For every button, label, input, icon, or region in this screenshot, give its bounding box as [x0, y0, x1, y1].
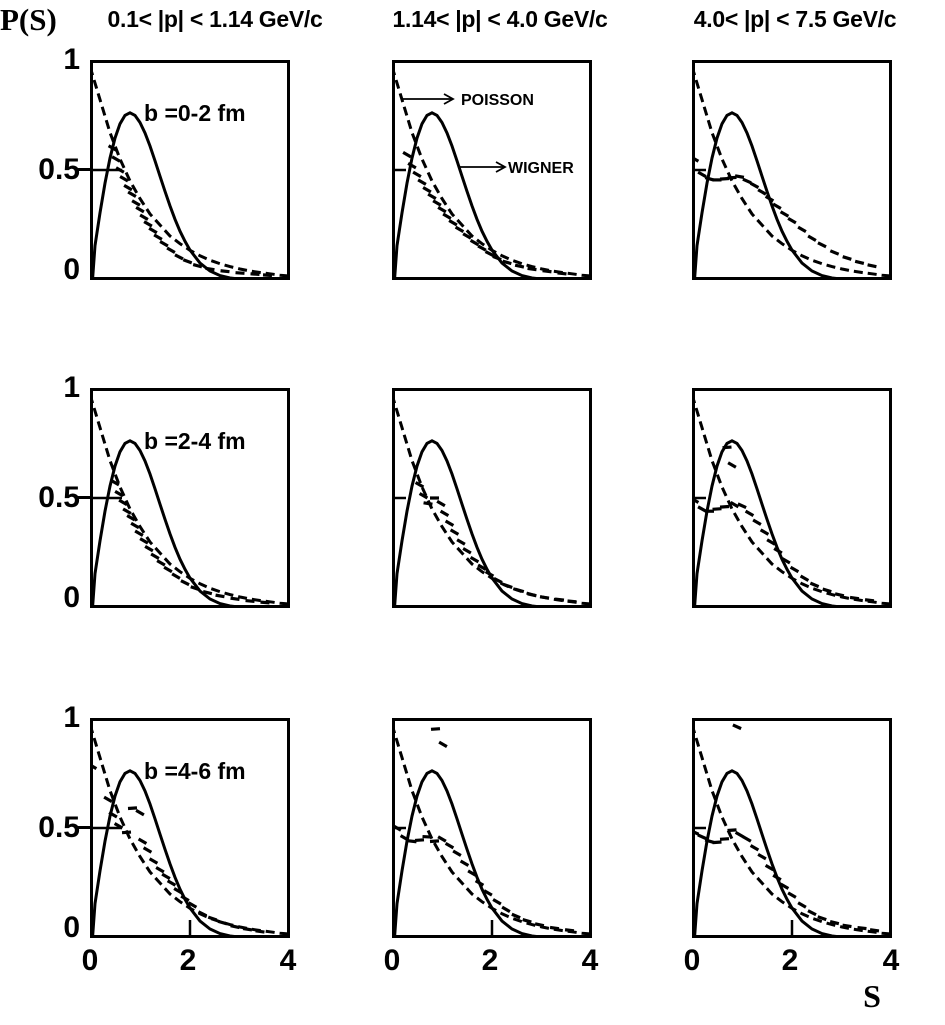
plot-panel-b2-4-p1: b =2-4 fm [90, 388, 290, 608]
poisson-curve [694, 396, 890, 606]
impact-parameter-label: b =2-4 fm [144, 428, 246, 454]
x-tick-label: 2 [179, 944, 197, 977]
y-tick-line [76, 826, 92, 829]
panel-plot [392, 718, 592, 938]
y-tick-line [76, 496, 92, 499]
impact-parameter-label: b =0-2 fm [144, 100, 246, 126]
wigner-curve [694, 439, 851, 606]
panel-plot [692, 388, 892, 608]
poisson-curve [694, 68, 890, 278]
panel-frame [90, 718, 290, 938]
plot-panel-b0-2-p3 [692, 60, 892, 280]
panel-plot: POISSON WIGNER [392, 60, 592, 280]
x-tick-label: 2 [781, 944, 799, 977]
plot-panel-b4-6-p1: b =4-6 fm [90, 718, 290, 938]
y-tick-label: 0 [63, 911, 80, 944]
column-header-momentum-3: 4.0< |p| < 7.5 GeV/c [693, 6, 897, 32]
data-markers [110, 478, 270, 605]
data-markers [394, 727, 575, 933]
panel-frame [90, 60, 290, 280]
x-tick-label: 0 [683, 944, 701, 977]
data-markers [107, 144, 273, 278]
y-axis-title: P(S) [0, 2, 57, 37]
curve-annotation: POISSON [402, 92, 534, 109]
data-markers [694, 723, 880, 933]
y-tick-label: 1 [63, 43, 80, 76]
y-tick-label: 0.5 [38, 481, 80, 514]
x-tick-label: 4 [882, 944, 900, 977]
data-markers [694, 155, 877, 269]
data-markers [402, 150, 567, 276]
panel-frame [692, 388, 892, 608]
panel-frame [392, 718, 592, 938]
wigner-curve [394, 111, 551, 278]
wigner-curve [394, 439, 551, 606]
panel-frame [392, 60, 592, 280]
poisson-curve [394, 726, 590, 936]
panel-plot [392, 388, 592, 608]
panel-frame [692, 60, 892, 280]
plot-panel-b0-2-p2: POISSON WIGNER [392, 60, 592, 280]
x-tick-label: 4 [581, 944, 599, 977]
panel-plot [90, 60, 290, 280]
panel-frame [90, 388, 290, 608]
x-tick-label: 2 [481, 944, 499, 977]
plot-panel-b4-6-p2 [392, 718, 592, 938]
poisson-curve [394, 396, 590, 606]
svg-text:WIGNER: WIGNER [508, 160, 574, 177]
y-tick-label: 0.5 [38, 811, 80, 844]
y-tick-label: 0 [63, 253, 80, 286]
wigner-curve [394, 769, 551, 936]
svg-text:POISSON: POISSON [461, 92, 534, 109]
data-markers [694, 445, 875, 603]
panel-plot [692, 718, 892, 938]
column-header-momentum-2: 1.14< |p| < 4.0 GeV/c [392, 6, 608, 32]
plot-panel-b4-6-p3 [692, 718, 892, 938]
wigner-curve [92, 439, 249, 606]
impact-parameter-label: b =4-6 fm [144, 758, 246, 784]
y-tick-label: 0.5 [38, 153, 80, 186]
y-tick-label: 1 [63, 371, 80, 404]
y-tick-label: 0 [63, 581, 80, 614]
x-tick-label: 4 [279, 944, 297, 977]
column-header-momentum-1: 0.1< |p| < 1.14 GeV/c [107, 6, 323, 32]
x-tick-label: 0 [81, 944, 99, 977]
panel-plot [90, 388, 290, 608]
panel-plot [90, 718, 290, 938]
poisson-curve [694, 726, 890, 936]
plot-panel-b2-4-p3 [692, 388, 892, 608]
data-markers [414, 481, 577, 604]
y-tick-label: 1 [63, 701, 80, 734]
y-tick-line [76, 168, 92, 171]
x-axis-title: S [863, 978, 881, 1014]
plot-panel-b2-4-p2 [392, 388, 592, 608]
curve-annotation: WIGNER [458, 160, 574, 177]
wigner-curve [92, 111, 249, 278]
panel-frame [692, 718, 892, 938]
panel-plot [692, 60, 892, 280]
plot-panel-b0-2-p1: b =0-2 fm [90, 60, 290, 280]
panel-frame [392, 388, 592, 608]
x-tick-label: 0 [383, 944, 401, 977]
wigner-curve [92, 769, 249, 936]
wigner-curve [694, 769, 851, 936]
wigner-curve [694, 111, 851, 278]
